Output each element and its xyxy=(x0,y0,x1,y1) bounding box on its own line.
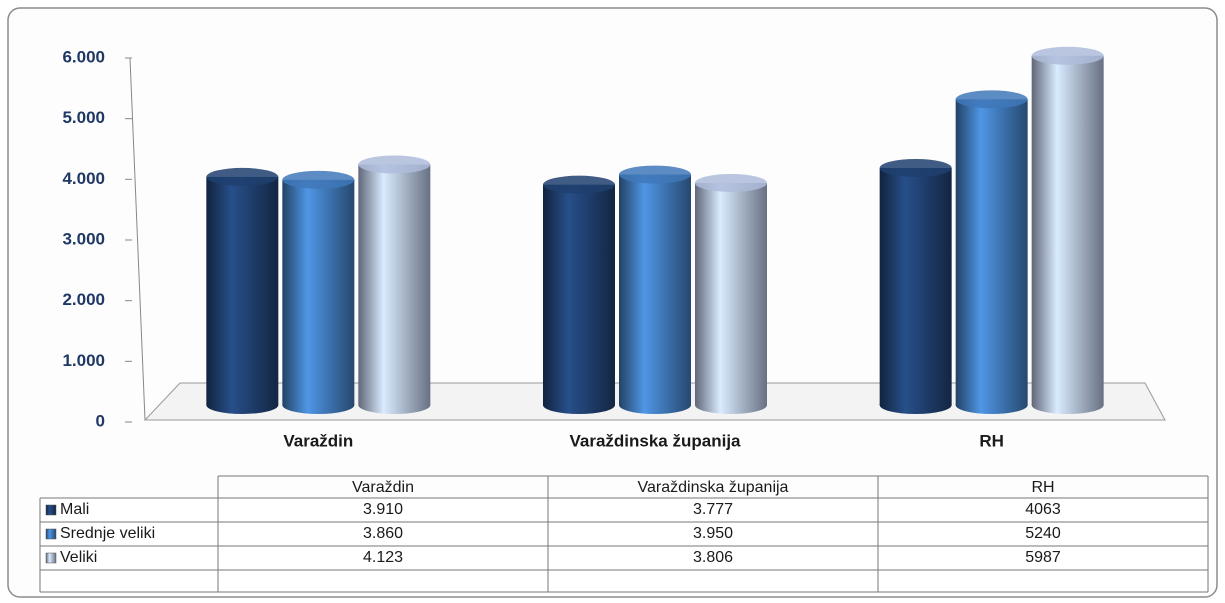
bar-base xyxy=(695,396,767,414)
table-value: 3.950 xyxy=(693,525,733,542)
bar xyxy=(1031,55,1104,406)
table-value: 3.806 xyxy=(693,549,733,566)
bar xyxy=(879,167,952,405)
bar xyxy=(358,164,431,405)
legend-label: Veliki xyxy=(60,549,97,566)
y-tick-label: 1.000 xyxy=(62,351,105,370)
bar-top xyxy=(358,155,431,174)
y-tick-label: 5.000 xyxy=(62,108,105,127)
table-value: 3.910 xyxy=(363,501,403,518)
bar-top xyxy=(282,170,355,189)
y-axis xyxy=(129,57,146,421)
table-value: 4.123 xyxy=(363,549,403,566)
bar-base xyxy=(358,396,431,414)
legend-key xyxy=(45,504,57,516)
y-tick-label: 2.000 xyxy=(62,290,105,309)
x-tick-label: RH xyxy=(979,431,1004,450)
bar xyxy=(206,176,279,405)
bar-top xyxy=(206,167,279,186)
bar xyxy=(619,174,691,405)
bar xyxy=(282,179,355,405)
table-value: 4063 xyxy=(1025,501,1061,518)
bar-top xyxy=(695,173,767,192)
legend-label: Mali xyxy=(60,501,89,518)
bar-top xyxy=(619,165,691,184)
bar xyxy=(695,182,767,405)
y-tick-label: 6.000 xyxy=(62,47,105,66)
table-bg xyxy=(40,498,1208,592)
bar-base xyxy=(879,396,952,414)
bar-base xyxy=(955,396,1028,414)
bar xyxy=(543,184,615,405)
table-header: Varaždin xyxy=(352,479,414,496)
y-tick-label: 4.000 xyxy=(62,169,105,188)
bar-top xyxy=(879,158,952,177)
table-value: 3.777 xyxy=(693,501,733,518)
x-tick-label: Varaždinska županija xyxy=(569,431,741,450)
table-header: RH xyxy=(1031,479,1054,496)
bar-base xyxy=(543,396,615,414)
bar xyxy=(955,99,1028,405)
bar-base xyxy=(619,396,691,414)
x-tick-label: Varaždin xyxy=(283,431,353,450)
legend-key xyxy=(45,552,57,564)
bar-base xyxy=(1031,396,1104,414)
table-header: Varaždinska županija xyxy=(638,479,789,496)
bar-base xyxy=(282,396,355,414)
bar-top xyxy=(543,175,615,194)
legend-label: Srednje veliki xyxy=(60,525,155,542)
bar-top xyxy=(955,90,1028,109)
y-tick-label: 0 xyxy=(96,411,105,430)
table-value: 5987 xyxy=(1025,549,1061,566)
legend-key xyxy=(45,528,57,540)
table-value: 3.860 xyxy=(363,525,403,542)
y-tick-label: 3.000 xyxy=(62,229,105,248)
bar-top xyxy=(1031,46,1104,65)
bar-base xyxy=(206,396,279,414)
table-value: 5240 xyxy=(1025,525,1061,542)
